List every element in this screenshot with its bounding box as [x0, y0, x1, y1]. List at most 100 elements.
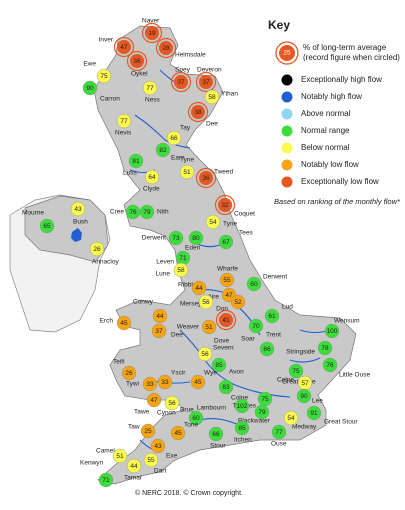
river-label: Medway — [292, 424, 317, 431]
station-value: 73 — [172, 235, 180, 242]
key-swatch — [281, 159, 293, 171]
record-ring — [170, 71, 192, 93]
river-label: Cynon — [157, 410, 176, 417]
river-label: Carron — [100, 96, 120, 103]
station-value: 91 — [310, 410, 318, 417]
station-value: 100 — [327, 328, 338, 335]
footer: © NERC 2018. © Crown copyright. — [135, 489, 243, 497]
station-marker — [190, 104, 206, 120]
station-marker — [197, 346, 213, 362]
record-ring — [126, 50, 148, 72]
station-marker — [164, 395, 180, 411]
station-marker — [157, 374, 173, 390]
station-value: 102 — [237, 403, 248, 410]
station-marker — [128, 153, 144, 169]
station-marker — [198, 170, 214, 186]
record-ring — [195, 71, 217, 93]
key-title: Key — [268, 18, 290, 32]
river-label: Wensum — [334, 318, 360, 325]
station-marker — [264, 308, 280, 324]
river-label: Annacloy — [92, 259, 119, 266]
station-value: 75 — [100, 73, 108, 80]
river-label: Itchen — [234, 437, 252, 444]
station-value: 47 — [225, 292, 233, 299]
river-label: Lambourn — [197, 405, 227, 412]
river-label: Colne — [277, 377, 294, 384]
key-sample-text: % of long-term average — [303, 43, 387, 52]
station-marker — [139, 204, 155, 220]
river-label: Tees — [239, 230, 253, 237]
river-label: Don — [216, 306, 228, 313]
river-label: Tywi — [126, 381, 139, 388]
key-note: Based on ranking of the monthly flow* — [274, 197, 401, 206]
station-value: 44 — [156, 313, 164, 320]
station-marker — [218, 379, 234, 395]
station-value: 47 — [150, 397, 158, 404]
river-label: Aire — [207, 294, 219, 301]
river-label: Wye — [204, 370, 217, 377]
station-marker — [246, 276, 262, 292]
river-label: Brue — [180, 407, 194, 414]
river-label: Dee — [171, 332, 183, 339]
station-value: 26 — [93, 246, 101, 253]
key-sample-value: 25 — [283, 50, 291, 57]
river-label: Erch — [100, 318, 114, 325]
station-marker — [201, 319, 217, 335]
key-swatch — [281, 91, 293, 103]
river-label: Exe — [166, 453, 178, 460]
station-marker — [205, 214, 221, 230]
river-label: Lune — [156, 271, 171, 278]
station-value: 77 — [146, 85, 154, 92]
river-label: Wharfe — [217, 266, 238, 273]
river-label: Tyne — [180, 157, 194, 164]
station-marker — [218, 312, 234, 328]
station-value: 81 — [132, 158, 140, 165]
station-marker — [151, 323, 167, 339]
station-marker — [70, 201, 86, 217]
station-marker — [188, 230, 204, 246]
station-value: 76 — [326, 362, 334, 369]
station-value: 37 — [155, 328, 163, 335]
station-marker — [322, 357, 338, 373]
station-marker — [142, 376, 158, 392]
station-value: 79 — [258, 409, 266, 416]
station-value: 90 — [300, 393, 308, 400]
station-marker — [39, 218, 55, 234]
station-value: 56 — [202, 299, 210, 306]
station-marker — [188, 410, 204, 426]
river-label: Mourne — [22, 210, 44, 217]
station-value: 64 — [148, 174, 156, 181]
river-label: Trent — [266, 332, 281, 339]
station-marker — [198, 294, 214, 310]
station-marker — [283, 410, 299, 426]
river-label: Eden — [185, 245, 201, 252]
station-marker — [296, 388, 312, 404]
station-marker — [317, 340, 333, 356]
river-label: Dee — [206, 121, 218, 128]
station-marker — [129, 53, 145, 69]
station-value: 90 — [86, 85, 94, 92]
station-marker — [173, 262, 189, 278]
key-swatch — [281, 125, 293, 137]
station-marker — [158, 40, 174, 56]
station-marker — [324, 323, 340, 339]
station-marker — [191, 280, 207, 296]
record-ring — [195, 167, 217, 189]
record-ring — [187, 101, 209, 123]
river-label: Tone — [184, 422, 198, 429]
station-marker — [166, 130, 182, 146]
station-marker — [126, 458, 142, 474]
station-marker — [96, 68, 112, 84]
station-value: 58 — [177, 267, 185, 274]
station-marker — [144, 169, 160, 185]
river-label: Dove — [214, 338, 230, 345]
station-value: 66 — [263, 346, 271, 353]
lough-neagh — [71, 228, 82, 242]
station-marker — [234, 420, 250, 436]
station-value: 33 — [161, 379, 169, 386]
station-value: 85 — [215, 362, 223, 369]
river-label: Dart — [154, 468, 166, 475]
station-value: 56 — [168, 400, 176, 407]
station-marker — [170, 425, 186, 441]
river-label: Leven — [156, 259, 174, 266]
